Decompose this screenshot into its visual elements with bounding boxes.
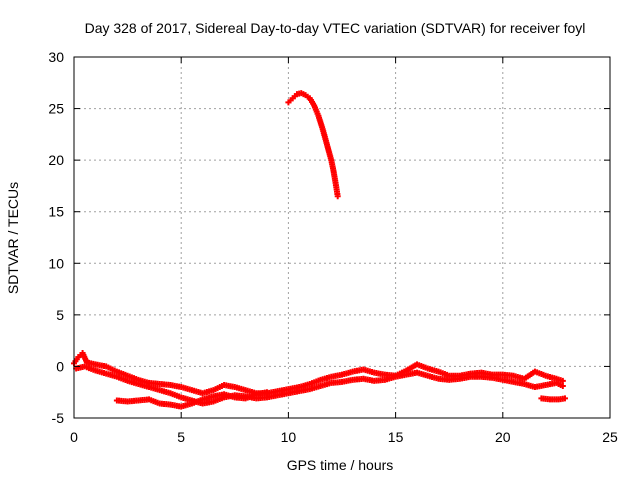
y-tick-label: 20 [48,152,64,168]
data-points [71,90,568,410]
plot-frame [73,56,611,419]
axis-ticks: 0 5 10 15 20 25 -5 0 5 10 15 20 25 30 [48,49,618,445]
y-tick-label: -5 [52,410,65,426]
series-band-bottom [113,389,568,410]
y-tick-label: 15 [48,204,64,220]
x-tick-label: 20 [495,429,511,445]
x-tick-label: 10 [281,429,297,445]
data-point [559,377,566,384]
grid-lines [74,57,610,418]
y-tick-label: 5 [56,307,64,323]
x-tick-label: 0 [70,429,78,445]
data-point [334,193,341,200]
data-point [263,389,270,396]
y-tick-label: 30 [48,49,64,65]
x-axis-label: GPS time / hours [287,457,394,473]
x-tick-label: 25 [602,429,618,445]
x-tick-label: 15 [388,429,404,445]
x-tick-label: 5 [177,429,185,445]
series-arc-high [285,90,341,200]
y-tick-label: 0 [56,358,64,374]
series-band-upper [71,350,566,397]
y-tick-label: 10 [48,255,64,271]
y-tick-label: 25 [48,101,64,117]
chart-title: Day 328 of 2017, Sidereal Day-to-day VTE… [85,20,586,36]
data-point [559,383,566,390]
data-point [561,395,568,402]
y-axis-label: SDTVAR / TECUs [5,182,21,294]
